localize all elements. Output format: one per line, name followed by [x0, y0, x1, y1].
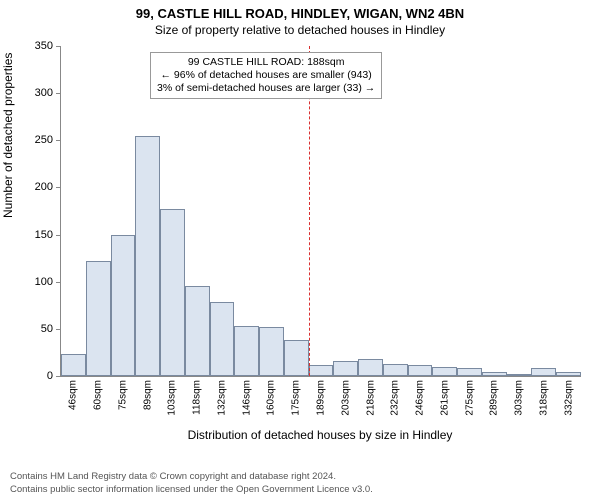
histogram-bar	[185, 286, 210, 376]
histogram-bar	[531, 368, 556, 376]
footer-line-1: Contains HM Land Registry data © Crown c…	[10, 471, 373, 483]
x-tick-label: 261sqm	[439, 376, 450, 416]
histogram-bar	[86, 261, 111, 376]
x-tick-label: 332sqm	[563, 376, 574, 416]
histogram-bar	[358, 359, 383, 376]
x-tick-label: 46sqm	[68, 376, 79, 410]
histogram-bar	[408, 365, 433, 376]
x-tick-label: 303sqm	[514, 376, 525, 416]
x-tick-label: 203sqm	[340, 376, 351, 416]
histogram-bar	[234, 326, 259, 376]
x-tick-label: 60sqm	[93, 376, 104, 410]
histogram-bar	[135, 136, 160, 376]
x-tick-label: 103sqm	[167, 376, 178, 416]
y-tick-label: 0	[47, 370, 61, 382]
histogram-bar	[432, 367, 457, 376]
x-tick-label: 318sqm	[538, 376, 549, 416]
histogram-bar	[210, 302, 235, 376]
histogram-bar	[259, 327, 284, 376]
histogram-bar	[383, 364, 408, 376]
y-tick-label: 50	[41, 323, 61, 335]
y-tick-label: 350	[35, 40, 61, 52]
marker-info-box: 99 CASTLE HILL ROAD: 188sqm ← 96% of det…	[150, 52, 382, 99]
y-tick-label: 100	[35, 276, 61, 288]
footer-line-2: Contains public sector information licen…	[10, 484, 373, 496]
histogram-bar	[284, 340, 309, 376]
x-tick-label: 275sqm	[464, 376, 475, 416]
histogram-bar	[309, 365, 334, 376]
histogram-bar	[333, 361, 358, 376]
x-tick-label: 89sqm	[142, 376, 153, 410]
y-tick-label: 250	[35, 134, 61, 146]
x-tick-label: 232sqm	[390, 376, 401, 416]
footer-attribution: Contains HM Land Registry data © Crown c…	[10, 471, 373, 496]
page-title: 99, CASTLE HILL ROAD, HINDLEY, WIGAN, WN…	[0, 0, 600, 21]
info-line-1: 99 CASTLE HILL ROAD: 188sqm	[157, 56, 375, 69]
x-tick-label: 218sqm	[365, 376, 376, 416]
x-tick-label: 118sqm	[192, 376, 203, 415]
info-line-3: 3% of semi-detached houses are larger (3…	[157, 82, 375, 95]
x-tick-label: 189sqm	[316, 376, 327, 416]
x-tick-label: 132sqm	[216, 376, 227, 416]
x-tick-label: 146sqm	[241, 376, 252, 416]
x-tick-label: 75sqm	[117, 376, 128, 410]
y-axis-label: Number of detached properties	[1, 202, 15, 218]
histogram-bar	[61, 354, 86, 376]
x-tick-label: 160sqm	[266, 376, 277, 416]
x-axis-label: Distribution of detached houses by size …	[60, 428, 580, 442]
histogram-bar	[457, 368, 482, 376]
histogram-bar	[111, 235, 136, 376]
x-tick-label: 175sqm	[291, 376, 302, 416]
x-tick-label: 289sqm	[489, 376, 500, 416]
page-subtitle: Size of property relative to detached ho…	[0, 21, 600, 37]
histogram-bar	[160, 209, 185, 376]
y-tick-label: 300	[35, 87, 61, 99]
info-line-2: ← 96% of detached houses are smaller (94…	[157, 69, 375, 82]
y-tick-label: 150	[35, 229, 61, 241]
y-tick-label: 200	[35, 181, 61, 193]
x-tick-label: 246sqm	[415, 376, 426, 416]
